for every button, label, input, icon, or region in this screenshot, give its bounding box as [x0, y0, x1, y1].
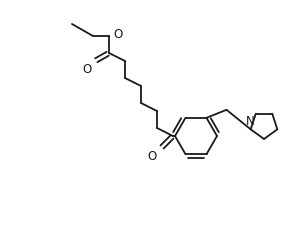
- Text: N: N: [246, 115, 255, 128]
- Text: O: O: [83, 63, 92, 76]
- Text: O: O: [148, 150, 157, 163]
- Text: O: O: [113, 29, 122, 41]
